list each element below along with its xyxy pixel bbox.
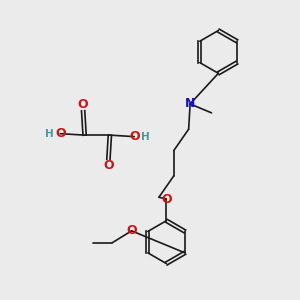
Text: O: O — [129, 130, 140, 143]
Text: O: O — [78, 98, 88, 111]
Text: O: O — [126, 224, 137, 237]
Text: O: O — [55, 127, 66, 140]
Text: O: O — [161, 193, 172, 206]
Text: H: H — [45, 129, 54, 139]
Text: O: O — [103, 159, 114, 172]
Text: N: N — [185, 98, 195, 110]
Text: H: H — [141, 132, 149, 142]
